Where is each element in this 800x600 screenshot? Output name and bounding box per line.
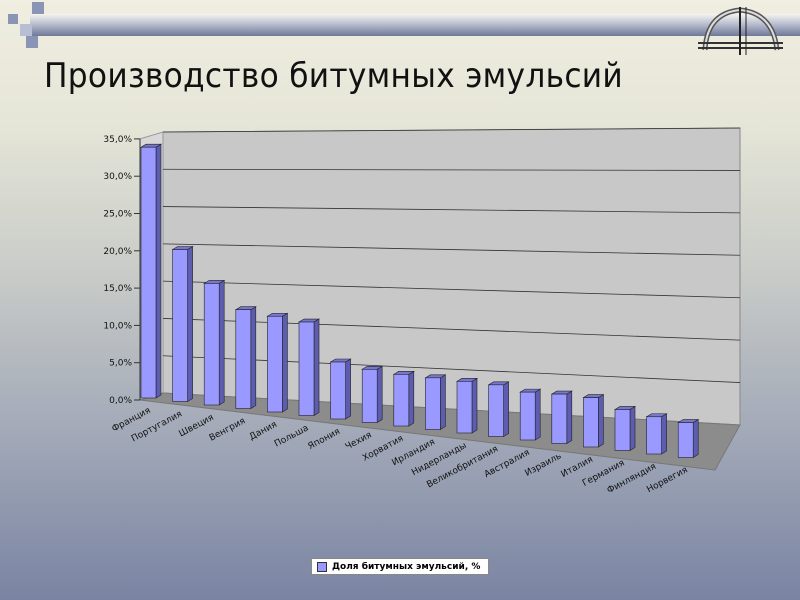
x-tick-label: Чехия xyxy=(344,430,374,452)
y-tick-label: 0,0% xyxy=(109,396,132,406)
bar-side xyxy=(566,390,573,445)
decor-square xyxy=(32,2,44,14)
bar xyxy=(425,377,441,430)
gridline xyxy=(162,280,741,299)
gridline xyxy=(162,206,741,214)
legend-label: Доля битумных эмульсий, % xyxy=(332,561,481,572)
bar xyxy=(298,321,315,416)
gridline xyxy=(162,318,741,341)
bar-side xyxy=(250,306,257,410)
bar-side xyxy=(534,388,541,441)
bar-side xyxy=(598,394,604,448)
bar-side xyxy=(692,419,699,459)
bar xyxy=(203,283,220,406)
bar-side xyxy=(408,370,415,427)
chart-legend: Доля битумных эмульсий, % xyxy=(311,558,489,575)
bar xyxy=(677,422,694,458)
y-tick-label: 10,0% xyxy=(103,321,132,331)
bar xyxy=(361,368,378,423)
gridline xyxy=(162,355,741,383)
x-tick-label: Япония xyxy=(307,427,342,452)
y-tick-label: 20,0% xyxy=(103,247,132,257)
decor-square xyxy=(26,36,38,48)
y-tick-label: 35,0% xyxy=(103,135,132,145)
bar-side xyxy=(218,279,225,406)
bar-side xyxy=(345,358,351,420)
y-tick-label: 15,0% xyxy=(103,284,132,294)
x-tick-label: Польша xyxy=(273,423,310,449)
bar xyxy=(551,393,568,444)
bar xyxy=(456,381,473,434)
bar-side xyxy=(440,374,446,431)
slide-title: Производство битумных эмульсий xyxy=(44,56,624,96)
bar-side xyxy=(471,377,478,434)
bar xyxy=(393,374,410,427)
gridline xyxy=(162,127,741,133)
bar-side xyxy=(155,143,162,399)
bar xyxy=(583,397,599,448)
gridline xyxy=(162,168,741,171)
bar-side xyxy=(629,405,636,452)
bar-side xyxy=(503,381,509,438)
bar xyxy=(488,384,504,437)
bar-side xyxy=(376,365,383,424)
bar xyxy=(614,409,631,451)
y-tick-label: 5,0% xyxy=(109,359,132,369)
y-tick-label: 25,0% xyxy=(103,210,132,220)
bar xyxy=(330,361,346,420)
bar xyxy=(519,391,536,441)
header-band xyxy=(30,14,800,36)
y-tick-label: 30,0% xyxy=(103,172,132,182)
bar-side xyxy=(313,318,320,417)
bar xyxy=(172,249,188,402)
bar xyxy=(267,315,283,413)
bar-side xyxy=(187,245,193,403)
bar-side xyxy=(661,413,667,455)
bar-side xyxy=(282,312,288,413)
decor-square xyxy=(20,24,32,36)
decor-square xyxy=(8,14,18,24)
arch-bridge-logo xyxy=(698,7,783,55)
bar xyxy=(235,309,252,409)
gridline xyxy=(162,243,741,256)
bar xyxy=(140,146,157,399)
bar xyxy=(646,416,662,455)
legend-swatch xyxy=(317,561,327,572)
